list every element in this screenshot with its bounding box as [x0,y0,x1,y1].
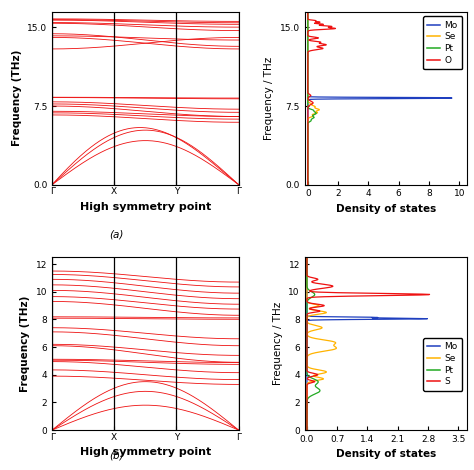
Y-axis label: Frequency (THz): Frequency (THz) [11,50,22,146]
Legend: Mo, Se, Pt, S: Mo, Se, Pt, S [423,338,462,391]
X-axis label: High symmetry point: High symmetry point [80,447,211,457]
Y-axis label: Frequency / THz: Frequency / THz [273,302,283,385]
Legend: Mo, Se, Pt, O: Mo, Se, Pt, O [423,16,462,70]
X-axis label: Density of states: Density of states [336,204,436,214]
X-axis label: Density of states: Density of states [336,449,436,460]
Y-axis label: Frequency / THz: Frequency / THz [264,56,274,140]
Y-axis label: Frequency (THz): Frequency (THz) [20,296,30,392]
Text: (a): (a) [109,229,123,239]
Text: (b): (b) [109,450,123,460]
X-axis label: High symmetry point: High symmetry point [80,202,211,212]
